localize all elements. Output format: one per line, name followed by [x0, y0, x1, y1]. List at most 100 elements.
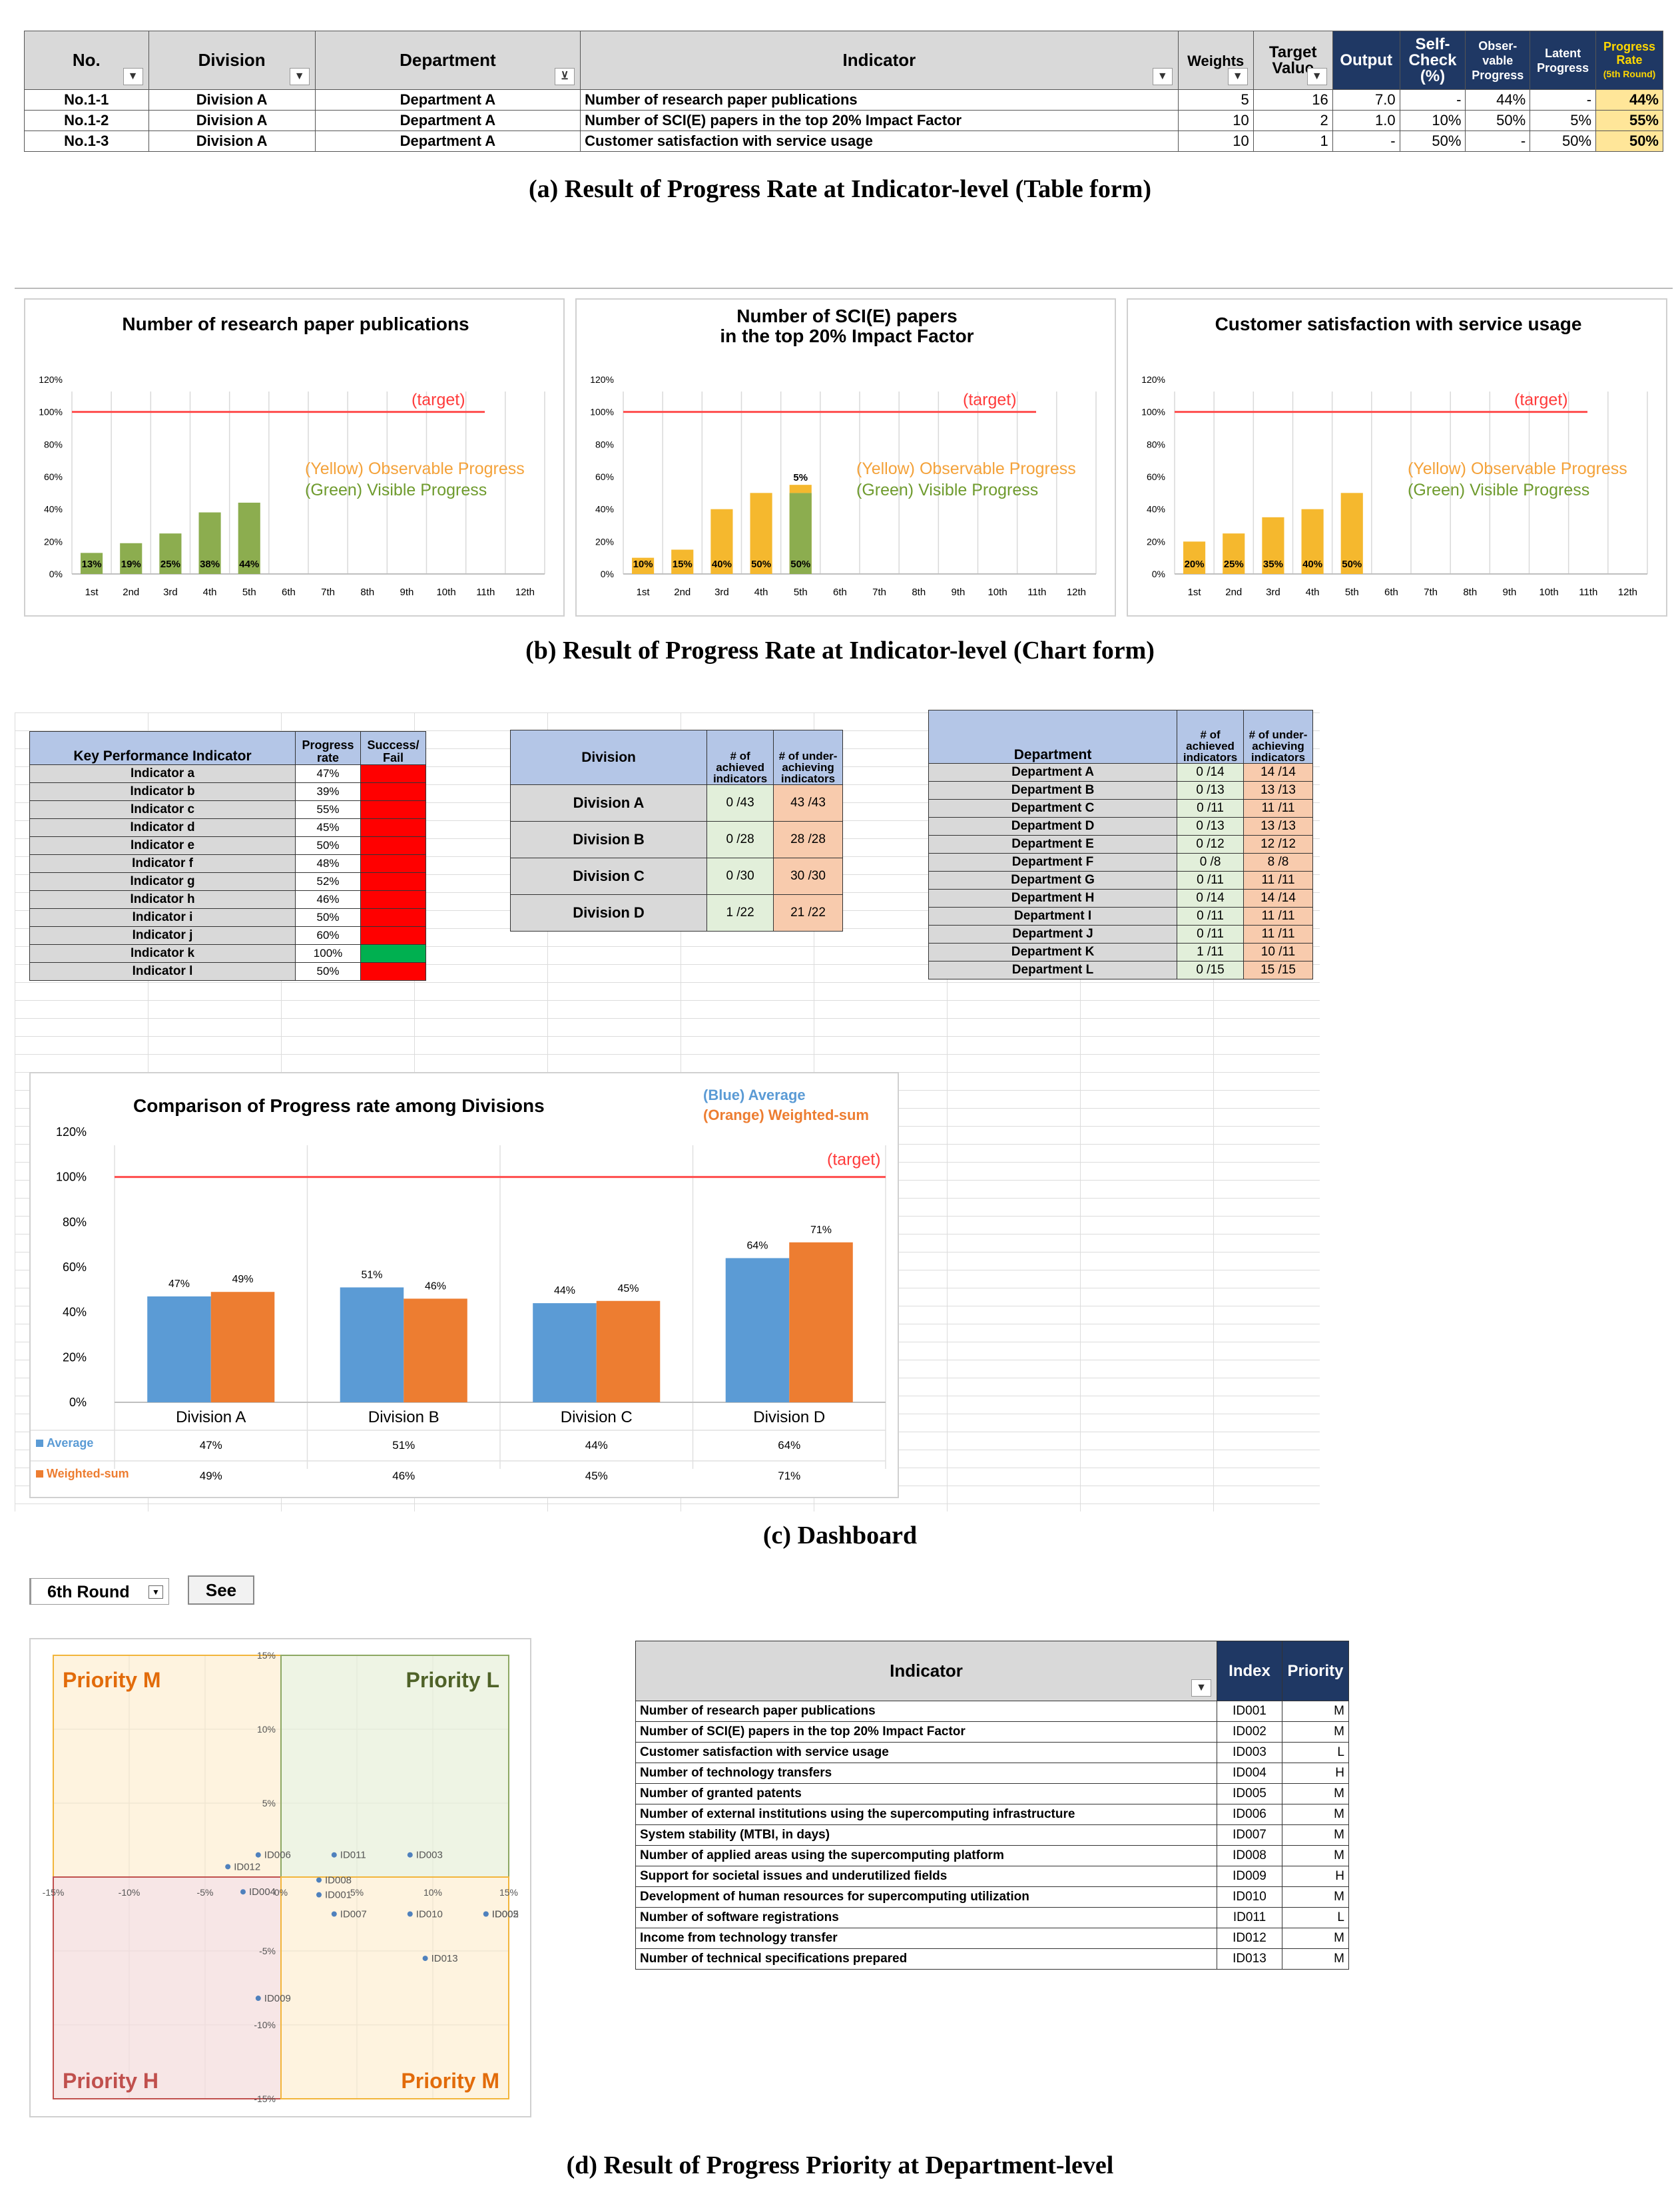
x-tick-label: 11th [1579, 587, 1597, 598]
department-header: Department [928, 710, 1178, 764]
y-tick-label: 60% [595, 471, 614, 482]
y-tick-label: 80% [44, 439, 63, 449]
bar [1223, 533, 1245, 574]
filter-dropdown-icon[interactable]: ▼ [123, 68, 143, 85]
department-name: Department L [928, 961, 1178, 979]
kpi-name: Indicator h [29, 890, 296, 909]
row-progress: 50% [1595, 131, 1663, 152]
row-progress: 55% [1595, 110, 1663, 131]
row-selfcheck: 50% [1399, 131, 1466, 152]
department-name: Department I [928, 907, 1178, 926]
see-button[interactable]: See [188, 1575, 254, 1605]
y-tick-label: 20% [63, 1350, 87, 1364]
bar [632, 557, 655, 574]
filter-active-icon[interactable]: ⊻ [555, 68, 575, 85]
bar [1301, 509, 1324, 574]
bar [710, 509, 733, 574]
bar [238, 502, 260, 574]
target-label: (target) [412, 391, 465, 410]
kpi-rate: 55% [295, 800, 362, 819]
x-tick-label: 12th [1067, 587, 1086, 598]
col-no: No. ▼ [24, 31, 149, 90]
filter-dropdown-icon[interactable]: ▼ [1152, 68, 1173, 85]
department-achieved: 0 /8 [1177, 853, 1245, 872]
bar-label: 13% [82, 559, 102, 570]
x-tick-label: 7th [872, 587, 886, 598]
data-point [407, 1852, 413, 1858]
x-tick-label: 5% [350, 1887, 364, 1898]
row-weights: 10 [1177, 131, 1254, 152]
chart-panel-3: Customer satisfaction with service usage… [1127, 298, 1667, 617]
point-label: ID004 [249, 1886, 276, 1898]
chevron-down-icon[interactable]: ▼ [148, 1585, 163, 1599]
kpi-name: Indicator a [29, 764, 296, 783]
filter-dropdown-icon[interactable]: ▼ [1227, 68, 1248, 85]
col-indicator: Indicator ▼ [580, 31, 1179, 90]
kpi-row: Indicator d 45% [29, 818, 426, 837]
bar-label: 49% [232, 1274, 254, 1285]
bar-label: 25% [160, 559, 180, 570]
bar [404, 1298, 467, 1402]
row-division: Division A [148, 89, 316, 111]
kpi-table: Key Performance Indicator Progress rate … [29, 731, 426, 981]
priority-value: L [1282, 1742, 1349, 1763]
y-tick-label: 40% [595, 504, 614, 515]
row-target: 2 [1253, 110, 1333, 131]
priority-row: System stability (MTBI, in days) ID007 M [635, 1824, 1349, 1846]
bar-label: 64% [746, 1240, 768, 1251]
filter-dropdown-icon[interactable]: ▼ [1306, 68, 1327, 85]
table-row[interactable]: No.1-3 Division A Department A Customer sat… [24, 131, 1663, 152]
row-target: 1 [1253, 131, 1333, 152]
filter-dropdown-icon[interactable]: ▼ [1191, 1679, 1212, 1697]
bar [198, 512, 221, 574]
division-achieved: 1 /22 [706, 894, 774, 932]
division-under: 43 /43 [773, 784, 843, 822]
table-row[interactable]: No.1-1 Division A Department A Number of re… [24, 89, 1663, 111]
quadrant-top-right [280, 1655, 509, 1878]
priority-chart-panel: Priority M Priority L Priority H Priority M… [29, 1638, 531, 2117]
point-label: ID007 [340, 1909, 367, 1920]
x-tick-label: 5th [1345, 587, 1359, 598]
y-tick-label: 40% [44, 504, 63, 515]
x-tick-label: 2nd [1225, 587, 1242, 598]
x-tick-label: Division B [368, 1408, 439, 1426]
x-tick-label: 10% [423, 1887, 442, 1898]
y-tick-label: 100% [1141, 407, 1165, 417]
y-tick-label: 120% [1141, 374, 1165, 385]
priority-value: M [1282, 1845, 1349, 1866]
y-tick-label: 100% [39, 407, 63, 417]
y-tick-label: -15% [254, 2093, 276, 2104]
row-weights: 10 [1177, 110, 1254, 131]
target-label: (target) [827, 1151, 881, 1169]
priority-indicator: Support for societal issues and underuti… [635, 1866, 1218, 1887]
y-tick-label: 0% [49, 569, 63, 579]
target-label: (target) [1514, 391, 1568, 410]
row-indicator: Number of SCI(E) papers in the top 20% I… [580, 110, 1179, 131]
point-label: ID012 [234, 1861, 260, 1872]
row-latent: - [1530, 89, 1597, 111]
row-no: No.1-1 [24, 89, 149, 111]
round-select[interactable]: 6th Round ▼ [29, 1578, 169, 1605]
x-tick-label: 6th [282, 587, 296, 598]
table-row[interactable]: No.1-2 Division A Department A Number of SC… [24, 110, 1663, 131]
x-tick-label: -5% [197, 1887, 214, 1898]
legend-entry: (Green) Visible Progress [856, 481, 1038, 499]
department-achieved: 1 /11 [1177, 943, 1245, 961]
bar [1340, 493, 1363, 574]
status-fail [360, 890, 426, 909]
filter-dropdown-icon[interactable]: ▼ [289, 68, 310, 85]
table-cell: 49% [200, 1470, 222, 1482]
status-fail [360, 818, 426, 837]
bar-label: 40% [712, 559, 732, 570]
bar-label: 44% [554, 1285, 575, 1296]
department-name: Department C [928, 799, 1178, 818]
x-tick-label: 11th [476, 587, 495, 598]
department-name: Department A [928, 763, 1178, 782]
x-tick-label: -15% [43, 1887, 65, 1898]
kpi-name: Indicator c [29, 800, 296, 819]
